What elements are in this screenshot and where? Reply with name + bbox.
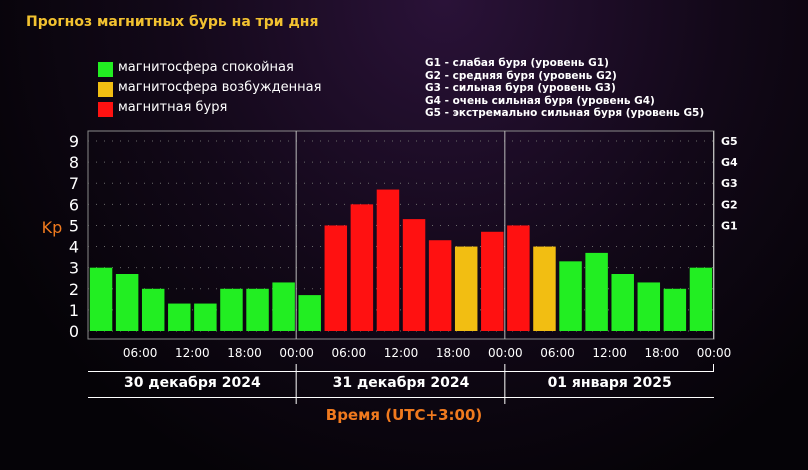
legend-swatch-active xyxy=(98,82,113,97)
kp-bar xyxy=(246,288,269,331)
legend-label-quiet: магнитосфера спокойная xyxy=(118,60,294,75)
kp-bar xyxy=(298,295,321,331)
chart-title: Прогноз магнитных бурь на три дня xyxy=(26,14,319,30)
kp-bar xyxy=(168,303,191,331)
g-scale-item: G4 - очень сильная буря (уровень G4) xyxy=(425,94,655,107)
x-tick-label: 06:00 xyxy=(123,346,158,360)
kp-bar xyxy=(324,225,348,331)
kp-bar xyxy=(220,288,243,331)
kp-bar xyxy=(481,231,504,331)
legend-label-active: магнитосфера возбужденная xyxy=(118,80,322,95)
legend-label-storm: магнитная буря xyxy=(118,100,228,115)
x-tick-label: 00:00 xyxy=(697,346,732,360)
y-axis-label: Kp xyxy=(42,218,63,237)
legend-swatch-quiet xyxy=(98,62,113,77)
y-tick-label: 5 xyxy=(69,216,79,235)
y-tick-label: 8 xyxy=(69,153,79,172)
kp-bar xyxy=(689,267,713,331)
g-tick-label: G3 xyxy=(721,177,738,190)
g-scale-item: G5 - экстремально сильная буря (уровень … xyxy=(425,107,705,120)
y-tick-label: 7 xyxy=(69,174,79,193)
g-tick-label: G1 xyxy=(721,219,738,232)
kp-bar xyxy=(428,240,452,331)
g-tick-label: G5 xyxy=(721,135,738,148)
y-tick-label: 1 xyxy=(69,301,79,320)
x-tick-label: 06:00 xyxy=(540,346,575,360)
kp-bar xyxy=(376,189,400,331)
x-tick-label: 00:00 xyxy=(488,346,523,360)
g-scale-item: G1 - слабая буря (уровень G1) xyxy=(425,57,609,69)
day-label: 31 декабря 2024 xyxy=(333,375,470,391)
x-tick-label: 12:00 xyxy=(384,346,419,360)
g-scale-item: G2 - средняя буря (уровень G2) xyxy=(425,69,617,82)
kp-bar xyxy=(141,288,165,331)
kp-bar xyxy=(272,282,295,331)
y-tick-label: 2 xyxy=(69,280,79,299)
kp-bar xyxy=(454,246,478,331)
kp-bar xyxy=(637,282,661,331)
y-tick-label: 4 xyxy=(69,238,79,257)
kp-bar xyxy=(611,274,634,331)
kp-bar xyxy=(663,288,687,331)
x-tick-label: 18:00 xyxy=(645,346,680,360)
x-tick-label: 18:00 xyxy=(436,346,471,360)
g-scale-item: G3 - сильная буря (уровень G3) xyxy=(425,82,616,95)
kp-bar xyxy=(194,303,217,331)
kp-bar xyxy=(350,204,374,331)
y-tick-label: 6 xyxy=(69,195,79,214)
x-tick-label: 12:00 xyxy=(592,346,627,360)
x-tick-label: 00:00 xyxy=(279,346,314,360)
x-tick-label: 06:00 xyxy=(332,346,367,360)
kp-bar xyxy=(507,225,530,331)
kp-bar xyxy=(559,261,582,331)
x-tick-label: 18:00 xyxy=(227,346,262,360)
g-scale-list: G1 - слабая буря (уровень G1) G2 - средн… xyxy=(425,57,704,120)
g-tick-label: G4 xyxy=(721,156,738,169)
x-tick-label: 12:00 xyxy=(175,346,210,360)
y-tick-label: 0 xyxy=(69,322,79,341)
day-label: 30 декабря 2024 xyxy=(124,375,261,391)
y-tick-label: 3 xyxy=(69,259,79,278)
kp-bar xyxy=(115,274,139,331)
kp-bar xyxy=(89,267,113,331)
x-axis-label: Время (UTC+3:00) xyxy=(325,406,483,424)
day-label: 01 января 2025 xyxy=(548,375,672,391)
kp-bar xyxy=(533,246,556,331)
legend-swatch-storm xyxy=(98,102,113,117)
kp-bar xyxy=(402,219,426,331)
y-tick-label: 9 xyxy=(69,132,79,151)
kp-bar xyxy=(585,252,608,331)
g-tick-label: G2 xyxy=(721,198,738,211)
